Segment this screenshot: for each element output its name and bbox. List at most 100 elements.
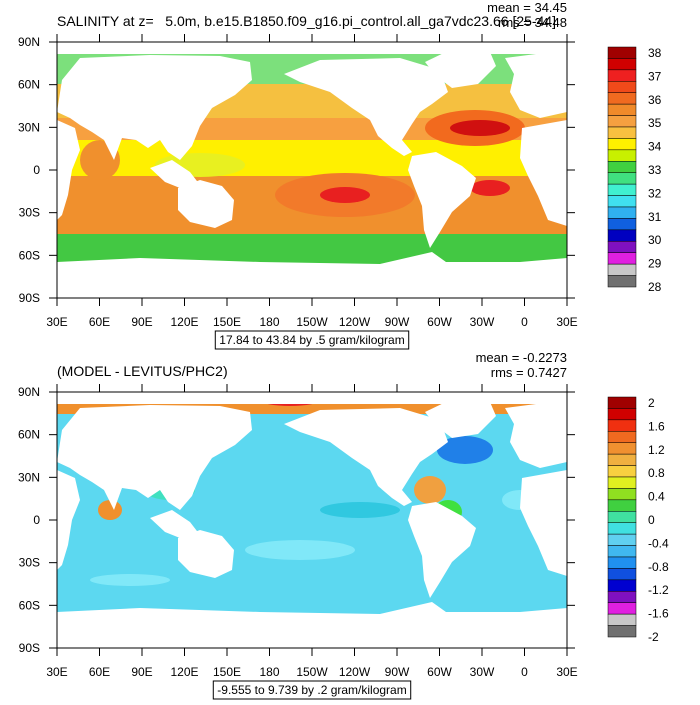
- lat-label: 90S: [19, 291, 40, 305]
- lon-label: 60W: [427, 315, 452, 329]
- colorbar-label: 2: [648, 396, 655, 410]
- colorbar-box: [607, 58, 637, 71]
- colorbar-box: [607, 488, 637, 501]
- lon-label: 90E: [131, 315, 152, 329]
- colorbar-box: [607, 126, 637, 139]
- colorbar-box: [607, 396, 637, 409]
- colorbar-box: [607, 579, 637, 592]
- lat-label: 30N: [18, 120, 40, 134]
- colorbar-label: 33: [648, 163, 662, 177]
- lat-label: 60N: [18, 428, 40, 442]
- lon-label: 30E: [556, 665, 577, 679]
- colorbar-box: [607, 591, 637, 603]
- lon-label: 60E: [89, 665, 110, 679]
- lon-label: 60E: [89, 315, 110, 329]
- colorbar-label: 28: [648, 280, 662, 294]
- colorbar-box: [607, 195, 637, 208]
- lon-label: 90E: [131, 665, 152, 679]
- stat: mean = 34.45: [487, 0, 567, 15]
- contour-info: -9.555 to 9.739 by .2 gram/kilogram: [217, 683, 406, 697]
- lat-label: 30N: [18, 470, 40, 484]
- colorbar-box: [607, 263, 637, 276]
- colorbar-box: [607, 69, 637, 82]
- lat-label: 90S: [19, 641, 40, 655]
- colorbar-box: [607, 218, 637, 231]
- lon-label: 120E: [170, 315, 198, 329]
- lon-label: 30E: [556, 315, 577, 329]
- colorbar-box: [607, 241, 637, 253]
- lon-label: 30E: [46, 315, 67, 329]
- lat-label: 90N: [18, 35, 40, 49]
- colorbar-label: 0.4: [648, 490, 665, 504]
- colorbar-label: -0.4: [648, 536, 669, 550]
- colorbar-label: 29: [648, 257, 662, 271]
- colorbar-label: 31: [648, 210, 662, 224]
- difference-field: [56, 391, 568, 649]
- lon-label: 120W: [339, 665, 371, 679]
- colorbar-label: 1.6: [648, 419, 665, 433]
- colorbar-box: [607, 602, 637, 615]
- lon-label: 30E: [46, 665, 67, 679]
- colorbar-box: [607, 252, 637, 265]
- colorbar-box: [607, 103, 637, 116]
- colorbar-label: -1.6: [648, 607, 669, 621]
- lat-label: 60S: [19, 248, 40, 262]
- lon-label: 180: [259, 315, 279, 329]
- colorbar-box: [607, 499, 637, 512]
- colorbar-label: 30: [648, 233, 662, 247]
- colorbar-label: 35: [648, 116, 662, 130]
- colorbar-box: [607, 149, 637, 162]
- lon-label: 30W: [470, 315, 495, 329]
- colorbar-box: [607, 431, 637, 443]
- lon-label: 90W: [385, 665, 410, 679]
- colorbar-box: [607, 511, 637, 523]
- colorbar-label: -1.2: [648, 583, 669, 597]
- lat-label: 0: [33, 513, 40, 527]
- colorbar-box: [607, 92, 637, 105]
- lon-label: 150W: [296, 665, 328, 679]
- colorbar-box: [607, 465, 637, 478]
- colorbar-box: [607, 476, 637, 489]
- colorbar-box: [607, 172, 637, 185]
- lat-label: 30S: [19, 556, 40, 570]
- colorbar-label: 36: [648, 93, 662, 107]
- colorbar-box: [607, 408, 637, 421]
- contour-info: 17.84 to 43.84 by .5 gram/kilogram: [219, 333, 404, 347]
- lon-label: 150E: [213, 315, 241, 329]
- colorbar-label: -0.8: [648, 560, 669, 574]
- colorbar-box: [607, 206, 637, 219]
- info-box: [214, 330, 410, 350]
- colorbar-box: [607, 613, 637, 626]
- lon-label: 0: [521, 665, 528, 679]
- colorbar-label: -2: [648, 630, 659, 644]
- lat-label: 90N: [18, 385, 40, 399]
- lon-label: 180: [259, 665, 279, 679]
- info-box: [212, 680, 412, 700]
- colorbar-label: 0.8: [648, 466, 665, 480]
- lon-label: 30W: [470, 665, 495, 679]
- colorbar-box: [607, 183, 637, 196]
- colorbar-box: [607, 46, 637, 59]
- lat-label: 0: [33, 163, 40, 177]
- colorbar-box: [607, 229, 637, 242]
- stat: rms = 0.7427: [491, 365, 567, 380]
- colorbar-box: [607, 533, 637, 546]
- colorbar-label: 32: [648, 186, 662, 200]
- lon-label: 60W: [427, 665, 452, 679]
- colorbar-box: [607, 568, 637, 581]
- panel-title: SALINITY at z= 5.0m, b.e15.B1850.f09_g16…: [57, 13, 556, 29]
- lon-label: 0: [521, 315, 528, 329]
- colorbar-box: [607, 522, 637, 535]
- lon-label: 90W: [385, 315, 410, 329]
- stat: rms = 34.48: [498, 15, 567, 30]
- colorbar-label: 1.2: [648, 443, 665, 457]
- lat-label: 30S: [19, 206, 40, 220]
- colorbar-box: [607, 275, 637, 288]
- lon-label: 150E: [213, 665, 241, 679]
- lon-label: 120E: [170, 665, 198, 679]
- colorbar-box: [607, 138, 637, 151]
- stat: mean = -0.2273: [476, 350, 567, 365]
- colorbar-label: 38: [648, 46, 662, 60]
- lon-label: 120W: [339, 315, 371, 329]
